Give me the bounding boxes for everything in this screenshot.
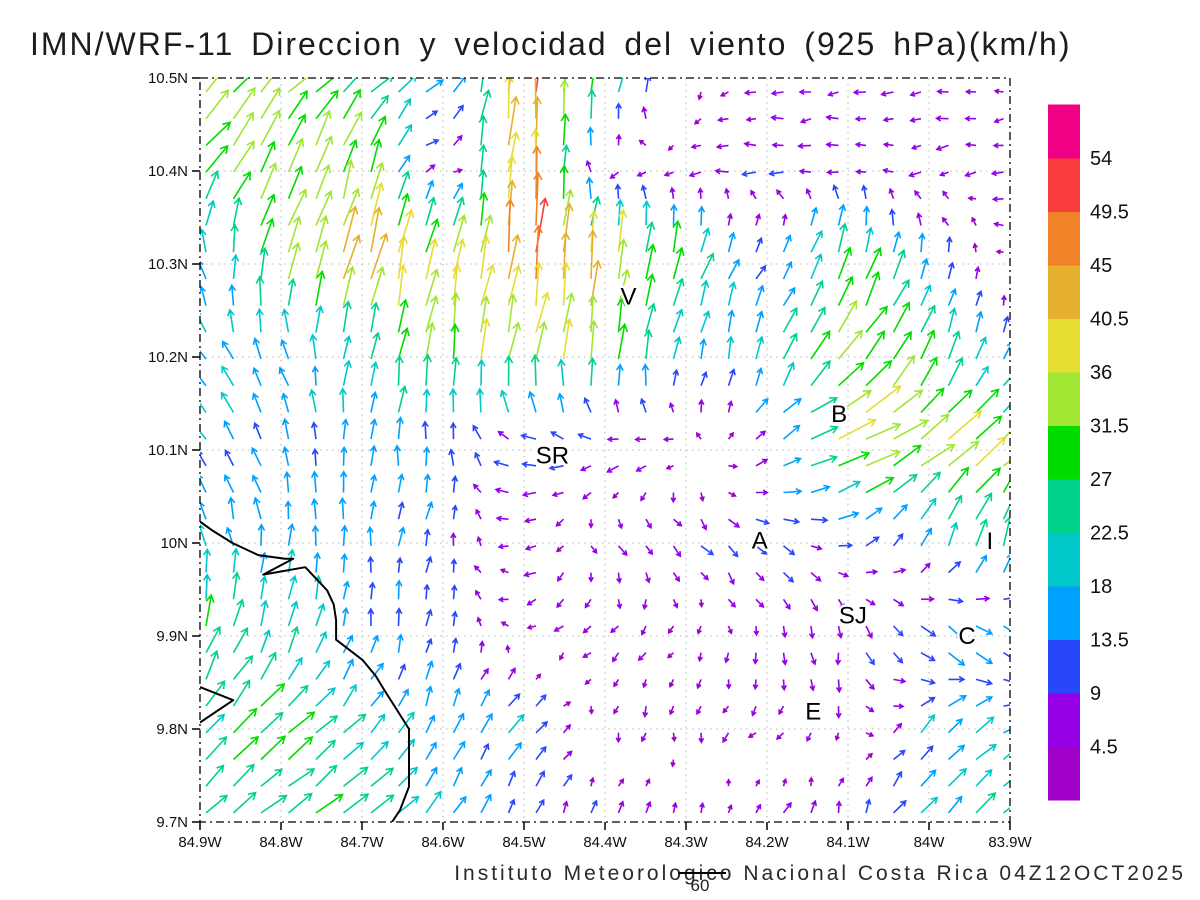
station-label-v: V (620, 284, 636, 311)
colorbar-band (1048, 158, 1080, 212)
station-label-sr: SR (536, 443, 569, 470)
colorbar-tick-label: 40.5 (1090, 309, 1129, 331)
lon-tick-label: 84.8W (259, 834, 303, 851)
lat-tick-label: 10.2N (148, 349, 188, 366)
station-labels: V SR B A SJ C E I (533, 281, 995, 728)
colorbar-band (1048, 318, 1080, 373)
lon-tick-label: 84.9W (178, 834, 222, 851)
colorbar-band (1048, 639, 1080, 694)
lat-tick-label: 10N (160, 535, 188, 552)
lon-tick-label: 83.9W (988, 834, 1032, 851)
colorbar-tick-label: 27 (1090, 469, 1112, 491)
colorbar-tick-label: 9 (1090, 683, 1101, 705)
lon-tick-label: 84.3W (664, 834, 708, 851)
colorbar-tick-label: 18 (1090, 576, 1112, 598)
station-label-b: B (831, 401, 847, 428)
colorbar-tick-label: 54 (1090, 148, 1112, 170)
colorbar-band (1048, 532, 1080, 587)
colorbar: 4.5 9 13.5 18 22.5 27 31.5 36 40.5 45 49.5 54 (1048, 104, 1129, 801)
wind-arrows (200, 78, 1010, 814)
station-label-sj: SJ (839, 603, 867, 630)
colorbar-tick-label: 49.5 (1090, 202, 1129, 224)
axis-ticks-and-labels: 84.9W 84.8W 84.7W 84.6W 84.5W 84.4W 84.3W 84.2W… (148, 70, 1033, 851)
lat-tick-label: 10.5N (148, 70, 188, 87)
coastline (200, 520, 410, 822)
colorbar-tick-label: 36 (1090, 362, 1112, 384)
lon-tick-label: 84.4W (583, 834, 627, 851)
forecast-hour: 60 (690, 876, 710, 895)
colorbar-band (1048, 586, 1080, 640)
forecast-hour-underline (678, 872, 726, 874)
colorbar-tick-label: 22.5 (1090, 523, 1129, 545)
colorbar-band (1048, 372, 1080, 426)
station-label-e: E (805, 698, 821, 725)
lon-tick-label: 84W (914, 834, 946, 851)
station-label-a: A (752, 527, 768, 554)
colorbar-band (1048, 746, 1080, 801)
grid-lines (200, 78, 1010, 822)
colorbar-tick-label: 31.5 (1090, 416, 1129, 438)
lon-tick-label: 84.6W (421, 834, 465, 851)
colorbar-tick-label: 13.5 (1090, 630, 1129, 652)
lat-tick-label: 10.3N (148, 256, 188, 273)
colorbar-band (1048, 693, 1080, 747)
chart-title: IMN/WRF-11 Direccion y velocidad del vie… (30, 26, 1072, 62)
lat-tick-label: 9.7N (156, 814, 188, 831)
footer-credit: Instituto Meteorologico Nacional Costa R… (454, 862, 1186, 885)
colorbar-band (1048, 211, 1080, 266)
lon-tick-label: 84.1W (826, 834, 870, 851)
lon-tick-label: 84.7W (340, 834, 384, 851)
station-label-i: I (986, 528, 993, 555)
lat-tick-label: 9.8N (156, 721, 188, 738)
lat-tick-label: 9.9N (156, 628, 188, 645)
colorbar-band (1048, 265, 1080, 319)
colorbar-band (1048, 425, 1080, 480)
lat-tick-label: 10.1N (148, 442, 188, 459)
colorbar-tick-label: 45 (1090, 255, 1112, 277)
lon-tick-label: 84.2W (745, 834, 789, 851)
colorbar-tick-label: 4.5 (1090, 737, 1118, 759)
coastline-main (200, 520, 410, 822)
colorbar-band (1048, 104, 1080, 159)
colorbar-band (1048, 479, 1080, 533)
station-label-c: C (958, 623, 975, 650)
coastline-spit (200, 686, 235, 724)
lon-tick-label: 84.5W (502, 834, 546, 851)
lat-tick-label: 10.4N (148, 163, 188, 180)
